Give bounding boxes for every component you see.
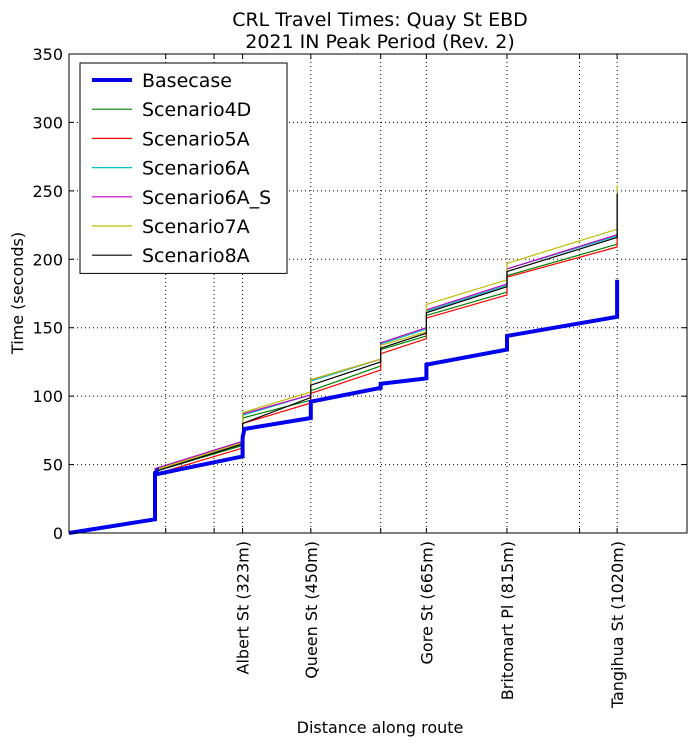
series-lines [68, 185, 620, 535]
axis-ticks: 0 50 100 150 200 250 300 350 Albert St (323m) Que… [32, 45, 687, 709]
legend-label: Scenario7A [142, 216, 250, 238]
y-tick-label: 200 [32, 250, 63, 269]
legend-label: Scenario6A_S [142, 187, 271, 209]
y-tick-label: 300 [32, 113, 63, 132]
x-axis-title: Distance along route [297, 718, 464, 737]
series-line [68, 193, 618, 534]
grid [69, 54, 687, 533]
chart-title: CRL Travel Times: Quay St EBD [232, 9, 528, 31]
y-tick-label: 150 [32, 319, 63, 338]
y-tick-label: 250 [32, 182, 63, 201]
legend-label: Scenario5A [142, 128, 250, 150]
legend-label: Basecase [142, 70, 232, 92]
series-line [68, 279, 620, 535]
y-tick-label: 100 [32, 387, 63, 406]
legend-label: Scenario8A [142, 245, 250, 267]
y-tick-label: 50 [43, 456, 63, 475]
legend-label: Scenario4D [142, 99, 251, 121]
y-axis-title: Time (seconds) [8, 232, 27, 355]
y-tick-label: 350 [32, 45, 63, 64]
x-tick-label: Gore St (665m) [417, 541, 436, 664]
legend-label: Scenario6A [142, 158, 250, 180]
x-tick-label: Britomart Pl (815m) [498, 541, 517, 700]
x-tick-label: Queen St (450m) [302, 541, 321, 679]
x-tick-label: Albert St (323m) [234, 541, 253, 674]
chart-subtitle: 2021 IN Peak Period (Rev. 2) [245, 31, 515, 53]
x-tick-label: Tangihua St (1020m) [608, 541, 627, 709]
plot-frame [68, 53, 688, 534]
legend: Basecase Scenario4D Scenario5A Scenario6A Sc… [79, 62, 288, 274]
y-tick-label: 0 [53, 524, 63, 543]
